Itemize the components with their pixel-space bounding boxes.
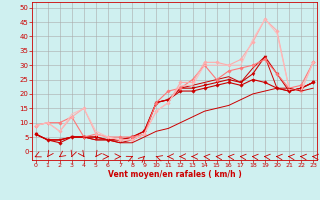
X-axis label: Vent moyen/en rafales ( km/h ): Vent moyen/en rafales ( km/h ) — [108, 170, 241, 179]
